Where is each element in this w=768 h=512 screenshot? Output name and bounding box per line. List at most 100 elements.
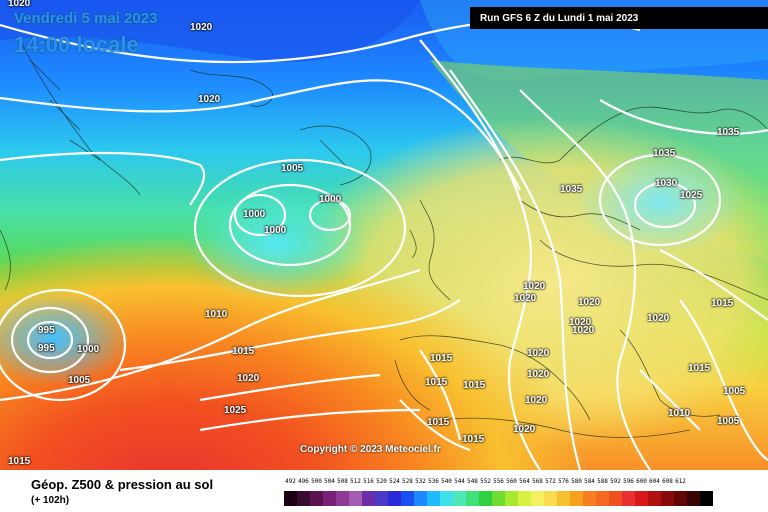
color-scale-swatch <box>414 491 427 506</box>
isobar-label: 1020 <box>527 369 550 380</box>
isobar-label: 1030 <box>655 178 678 189</box>
color-scale-swatch <box>310 491 323 506</box>
color-scale-label <box>700 478 713 488</box>
isobar-label: 1025 <box>224 405 247 416</box>
color-scale-label: 508 <box>337 478 348 485</box>
isobar-label: 1005 <box>717 416 740 427</box>
isobar-label: 1015 <box>430 353 453 364</box>
model-run-info: Run GFS 6 Z du Lundi 1 mai 2023 <box>470 7 768 29</box>
isobar-label: 1020 <box>514 293 537 304</box>
isobar-label: 1020 <box>513 424 536 435</box>
isobar-label: 995 <box>38 325 55 336</box>
color-scale-label: 572 <box>545 478 556 485</box>
legend-subtitle: (+ 102h) <box>31 495 70 506</box>
color-scale-swatch <box>570 491 583 506</box>
color-scale-label: 580 <box>571 478 582 485</box>
color-scale-labels: 492 496 500 504 508 512 516 520 524 528 532 536 540 5… <box>284 478 752 488</box>
color-scale-swatch <box>466 491 479 506</box>
isobar-label: 1015 <box>688 363 711 374</box>
color-scale-label: 520 <box>376 478 387 485</box>
color-scale-label: 600 <box>636 478 647 485</box>
color-scale-label: 596 <box>623 478 634 485</box>
color-scale-label: 552 <box>480 478 491 485</box>
color-scale-label: 524 <box>389 478 400 485</box>
color-scale-swatches <box>284 491 752 506</box>
isobar-label: 1015 <box>8 456 31 467</box>
isobar-label: 1015 <box>427 417 450 428</box>
color-scale-swatch <box>544 491 557 506</box>
isobar-label: 1000 <box>319 194 342 205</box>
color-scale-label: 516 <box>363 478 374 485</box>
isobar-label: 1020 <box>8 0 31 9</box>
color-scale-label: 592 <box>610 478 621 485</box>
isobar-label: 1020 <box>572 325 595 336</box>
isobar-label: 1020 <box>525 395 548 406</box>
color-scale-label: 496 <box>298 478 309 485</box>
isobar-label: 1020 <box>523 281 546 292</box>
color-scale-label: 564 <box>519 478 530 485</box>
color-scale-label: 528 <box>402 478 413 485</box>
color-scale-swatch <box>401 491 414 506</box>
color-scale-swatch <box>674 491 687 506</box>
isobar-label: 1020 <box>190 22 213 33</box>
color-scale-label: 608 <box>662 478 673 485</box>
isobar-label: 1000 <box>77 344 100 355</box>
color-scale-label: 540 <box>441 478 452 485</box>
color-scale-label: 500 <box>311 478 322 485</box>
legend-title: Géop. Z500 & pression au sol <box>31 477 214 492</box>
color-scale-swatch <box>323 491 336 506</box>
color-scale-swatch <box>492 491 505 506</box>
color-scale-swatch <box>609 491 622 506</box>
isobar-label: 1020 <box>647 313 670 324</box>
isobar-label: 1010 <box>668 408 691 419</box>
isobar-label: 1005 <box>723 386 746 397</box>
isobar-label: 1015 <box>232 346 255 357</box>
isobar-label: 1020 <box>237 373 260 384</box>
color-scale-label: 532 <box>415 478 426 485</box>
forecast-valid-time: 14:00 locale <box>14 32 139 57</box>
color-scale-label: 576 <box>558 478 569 485</box>
color-scale-swatch <box>362 491 375 506</box>
color-scale-swatch <box>479 491 492 506</box>
color-scale-swatch <box>388 491 401 506</box>
model-run-text: Run GFS 6 Z du Lundi 1 mai 2023 <box>480 12 639 24</box>
color-scale-label: 536 <box>428 478 439 485</box>
color-scale-swatch <box>297 491 310 506</box>
color-scale: 492 496 500 504 508 512 516 520 524 528 532 536 540 5… <box>284 478 752 508</box>
isobar-label: 995 <box>38 343 55 354</box>
copyright-notice: Copyright © 2023 Meteociel.fr <box>300 444 441 455</box>
color-scale-swatch <box>687 491 700 506</box>
color-scale-label: 492 <box>285 478 296 485</box>
isobar-label: 1000 <box>243 209 266 220</box>
color-scale-swatch <box>531 491 544 506</box>
color-scale-label: 584 <box>584 478 595 485</box>
color-scale-label: 548 <box>467 478 478 485</box>
color-scale-label: 604 <box>649 478 660 485</box>
color-scale-swatch <box>700 491 713 506</box>
color-scale-label: 612 <box>675 478 686 485</box>
color-scale-swatch <box>453 491 466 506</box>
color-scale-label: 560 <box>506 478 517 485</box>
isobar-label: 1015 <box>425 377 448 388</box>
isobar-label: 1020 <box>527 348 550 359</box>
isobar-label: 1015 <box>462 434 485 445</box>
color-scale-label: 544 <box>454 478 465 485</box>
color-scale-swatch <box>596 491 609 506</box>
color-scale-label: 504 <box>324 478 335 485</box>
isobar-label: 1020 <box>578 297 601 308</box>
color-scale-label: 556 <box>493 478 504 485</box>
color-scale-swatch <box>622 491 635 506</box>
color-scale-swatch <box>661 491 674 506</box>
isobar-label: 1000 <box>264 225 287 236</box>
color-scale-swatch <box>349 491 362 506</box>
color-scale-swatch <box>557 491 570 506</box>
color-scale-swatch <box>440 491 453 506</box>
color-scale-swatch <box>427 491 440 506</box>
color-scale-swatch <box>336 491 349 506</box>
color-scale-label: 588 <box>597 478 608 485</box>
color-scale-label: 568 <box>532 478 543 485</box>
isobar-label: 1005 <box>68 375 91 386</box>
isobar-label: 1010 <box>205 309 228 320</box>
color-scale-label: 512 <box>350 478 361 485</box>
geopotential-map <box>0 0 768 470</box>
